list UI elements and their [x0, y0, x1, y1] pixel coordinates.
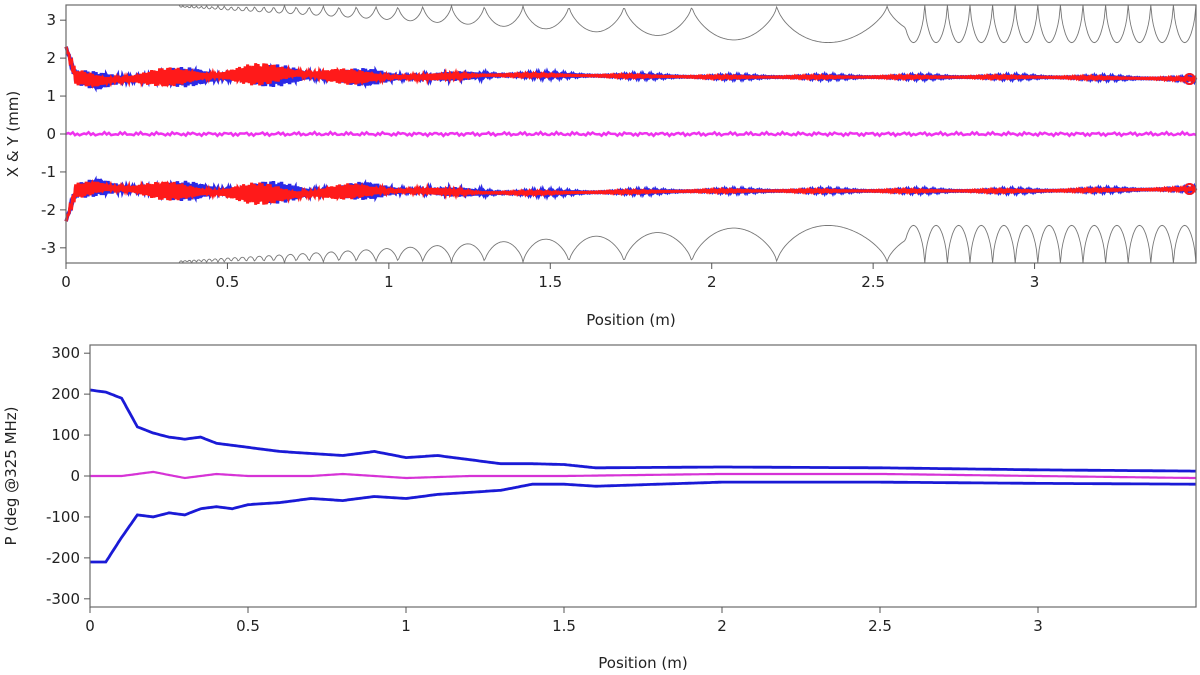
phase-y-axis-label: P (deg @325 MHz): [2, 406, 20, 545]
xy-y-tick-label: 1: [46, 87, 56, 105]
phase-x-tick-label: 0: [85, 617, 95, 635]
xy-y-tick-label: 3: [46, 11, 56, 29]
xy-series-layer: [64, 3, 1198, 265]
aperture-lower-line: [66, 224, 1197, 265]
phase-y-tick-label: 100: [51, 426, 80, 444]
xy-centroid-line: [65, 130, 1197, 138]
xy-x-tick-label: 2.5: [861, 273, 885, 291]
phase-x-tick-label: 1: [401, 617, 411, 635]
phase-x-tick-label: 2: [717, 617, 727, 635]
phase-y-tick-label: -100: [46, 508, 80, 526]
phase-y-tick-label: -300: [46, 590, 80, 608]
phase-x-tick-label: 1.5: [552, 617, 576, 635]
xy-x-axis: 0 0.5 1 1.5 2 2.5 3: [61, 263, 1039, 291]
y-envelope-upper-line: [64, 46, 1198, 90]
phase-x-tick-label: 2.5: [868, 617, 892, 635]
xy-y-tick-label: 2: [46, 49, 56, 67]
phase-x-tick-label: 3: [1033, 617, 1043, 635]
phase-series-layer: [89, 388, 1196, 564]
xy-y-tick-label: -3: [41, 239, 56, 257]
phase-y-axis: 300 200 100 0 -100 -200 -300: [46, 344, 90, 608]
phase-x-tick-label: 0.5: [236, 617, 260, 635]
phase-centroid-line: [90, 470, 1196, 480]
xy-envelope-chart: 0 0.5 1 1.5 2 2.5 3 3 2 1 0 -1 -2 -3 Position (m) X …: [4, 3, 1198, 329]
xy-y-tick-label: 0: [46, 125, 56, 143]
phase-lower-envelope-line: [90, 480, 1196, 564]
phase-y-tick-label: 0: [70, 467, 80, 485]
y-envelope-lower-line: [64, 178, 1198, 222]
xy-y-tick-label: -2: [41, 201, 56, 219]
xy-x-tick-label: 0: [61, 273, 71, 291]
xy-x-tick-label: 1.5: [538, 273, 562, 291]
y-envelope-end-marker: [1183, 72, 1196, 85]
phase-upper-envelope-line: [89, 388, 1196, 473]
xy-x-axis-label: Position (m): [586, 311, 676, 329]
phase-y-tick-label: 200: [51, 385, 80, 403]
xy-y-axis-label: X & Y (mm): [4, 91, 22, 177]
xy-x-tick-label: 2: [707, 273, 717, 291]
xy-x-tick-label: 0.5: [215, 273, 239, 291]
x-envelope-lower-line: [64, 175, 1198, 222]
x-envelope-upper-line: [64, 46, 1198, 93]
phase-y-tick-label: -200: [46, 549, 80, 567]
phase-x-axis: 0 0.5 1 1.5 2 2.5 3: [85, 607, 1043, 635]
aperture-upper-line: [66, 3, 1197, 44]
phase-x-axis-label: Position (m): [598, 654, 688, 672]
phase-envelope-chart: 0 0.5 1 1.5 2 2.5 3 300 200 100 0 -100 -200 -300 Pos…: [2, 344, 1197, 672]
xy-y-axis: 3 2 1 0 -1 -2 -3: [41, 11, 66, 257]
xy-y-tick-label: -1: [41, 163, 56, 181]
xy-x-tick-label: 3: [1030, 273, 1040, 291]
xy-x-tick-label: 1: [384, 273, 394, 291]
y-envelope-end-marker: [1183, 183, 1196, 196]
phase-y-tick-label: 300: [51, 344, 80, 362]
